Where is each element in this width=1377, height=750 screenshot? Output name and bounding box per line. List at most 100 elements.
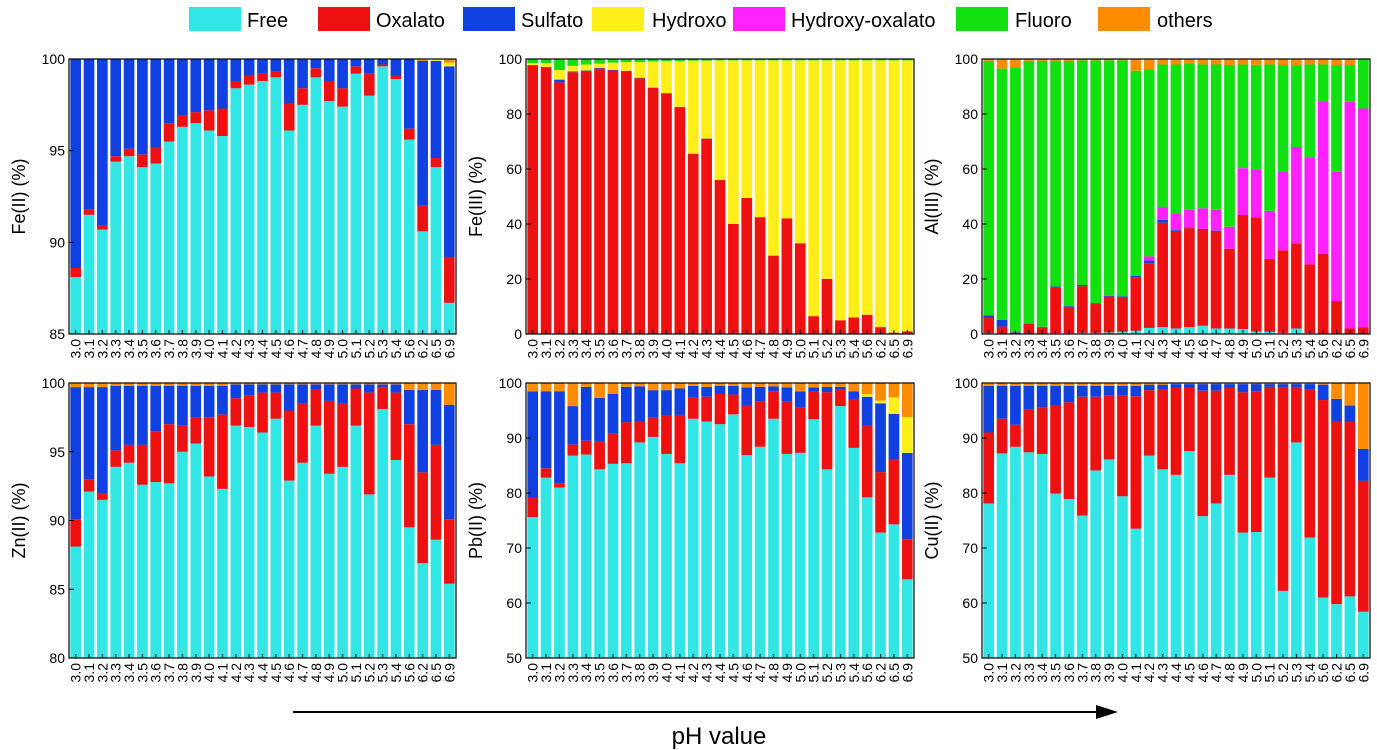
bar-segment-others xyxy=(714,383,726,386)
bar-segment-sulfato xyxy=(430,389,442,445)
bar-segment-oxalato xyxy=(1184,228,1195,328)
x-tick-label: 3.1 xyxy=(538,663,554,683)
x-tick-label: 4.2 xyxy=(685,663,701,683)
bar-segment-fluoro xyxy=(661,59,672,62)
x-tick-label: 4.7 xyxy=(752,663,768,683)
bar-segment-oxalato xyxy=(1130,277,1142,331)
bar-segment-hydroxo xyxy=(701,60,712,139)
bar-segment-sulfato xyxy=(1331,398,1342,422)
bar-segment-sulfato xyxy=(1103,385,1115,396)
bar-segment-free xyxy=(83,491,95,658)
bar-segment-sulfato xyxy=(754,386,766,402)
x-tick-label: 4.1 xyxy=(672,339,688,359)
bar-segment-hydroxo xyxy=(554,70,565,80)
bar-segment-free xyxy=(1023,452,1035,658)
bar-segment-oxalato xyxy=(230,81,242,89)
bar-segment-oxalato xyxy=(230,398,242,426)
bar-segment-oxalato xyxy=(1050,287,1061,334)
legend-swatch-sulfato xyxy=(463,7,515,31)
bar-segment-free xyxy=(728,414,739,658)
bar-segment-sulfato xyxy=(983,315,995,318)
bar-segment-others xyxy=(177,383,188,386)
bar-segment-free xyxy=(377,409,388,658)
bar-segment-free xyxy=(741,455,753,658)
x-tick-label: 3.4 xyxy=(121,663,137,683)
bar-segment-others xyxy=(1197,59,1209,65)
bar-segment-oxalato xyxy=(1250,391,1262,533)
bar-segment-others xyxy=(996,59,1008,69)
x-tick-label: 3.4 xyxy=(578,339,594,359)
bar-segment-free xyxy=(97,229,108,334)
legend-item-fluoro: Fluoro xyxy=(956,7,1072,32)
bar-segment-sulfato xyxy=(230,59,242,81)
bar-segment-hydroxo xyxy=(634,62,646,78)
bar-segment-oxalato xyxy=(527,497,539,518)
bar-segment-oxalato xyxy=(580,440,592,455)
bar-segment-others xyxy=(620,383,632,387)
bar-segment-sulfato xyxy=(1063,306,1075,308)
x-tick-label: 3.7 xyxy=(618,663,634,683)
bar-segment-sulfato xyxy=(1170,384,1182,388)
bar-segment-others xyxy=(1331,59,1342,66)
x-tick-label: 3.2 xyxy=(94,663,110,683)
x-tick-label: 5.4 xyxy=(388,663,404,683)
bar-segment-sulfato xyxy=(620,70,632,72)
bar-segment-oxalato xyxy=(297,403,308,463)
bar-segment-oxalato xyxy=(768,255,779,334)
bar-segment-sulfato xyxy=(83,59,95,210)
bar-segment-oxalato xyxy=(270,71,282,78)
bar-segment-fluoro xyxy=(996,68,1008,320)
bar-segment-others xyxy=(1050,383,1061,386)
bar-segment-sulfato xyxy=(150,385,162,432)
bar-segment-fluoro xyxy=(594,59,605,64)
x-tick-label: 4.9 xyxy=(779,663,795,683)
bar-segment-oxalato xyxy=(1304,389,1316,538)
bar-segment-sulfato xyxy=(363,59,375,74)
bar-segment-sulfato xyxy=(137,59,148,155)
x-tick-label: 5.3 xyxy=(375,339,391,359)
x-tick-label: 5.0 xyxy=(792,663,808,683)
bar-segment-free xyxy=(310,77,322,334)
bar-segment-others xyxy=(1184,59,1195,64)
bar-segment-oxalato xyxy=(728,394,739,415)
x-tick-label: 4.1 xyxy=(672,663,688,683)
bar-segment-sulfato xyxy=(1076,385,1088,397)
y-tick-label: 85 xyxy=(49,581,65,597)
bar-segment-free xyxy=(983,503,995,658)
bar-segment-hydroxo xyxy=(728,60,739,224)
bar-segment-sulfato xyxy=(1237,384,1249,393)
x-tick-label: 5.3 xyxy=(375,663,391,683)
x-tick-label: 3.2 xyxy=(551,663,567,683)
legend-label-fluoro: Fluoro xyxy=(1015,10,1072,32)
x-tick-label: 3.9 xyxy=(1101,663,1117,683)
bar-segment-oxalato xyxy=(1224,248,1235,329)
bar-segment-fluoro xyxy=(1063,60,1075,307)
bar-segment-oxalato xyxy=(177,425,188,452)
bar-segment-sulfato xyxy=(1036,385,1048,408)
bar-segment-others xyxy=(270,383,282,385)
bar-segment-oxalato xyxy=(1264,386,1276,478)
bar-segment-sulfato xyxy=(1090,303,1102,305)
bar-segment-sulfato xyxy=(728,385,739,395)
bar-segment-others xyxy=(1090,383,1102,386)
bar-segment-oxalato xyxy=(674,414,686,464)
bar-segment-hydroxo xyxy=(687,60,699,154)
bar-segment-oxalato xyxy=(417,472,428,564)
bar-segment-oxalato xyxy=(203,417,215,477)
bar-segment-hydroxo xyxy=(714,60,726,180)
bar-segment-others xyxy=(1357,383,1369,449)
bar-segment-sulfato xyxy=(257,59,268,74)
bar-segment-others xyxy=(1157,59,1168,65)
bar-segment-oxalato xyxy=(1063,307,1075,334)
bar-segment-free xyxy=(674,463,686,658)
bar-segment-sulfato xyxy=(554,391,565,484)
bar-segment-oxalato xyxy=(1023,323,1035,334)
bar-segment-oxalato xyxy=(728,224,739,334)
x-tick-label: 3.1 xyxy=(994,663,1010,683)
bar-segment-others xyxy=(70,383,82,388)
bar-segment-free xyxy=(1184,451,1195,658)
bar-segment-sulfato xyxy=(150,59,162,147)
bar-segment-hydroxo xyxy=(620,62,632,71)
x-tick-label: 5.3 xyxy=(832,339,848,359)
